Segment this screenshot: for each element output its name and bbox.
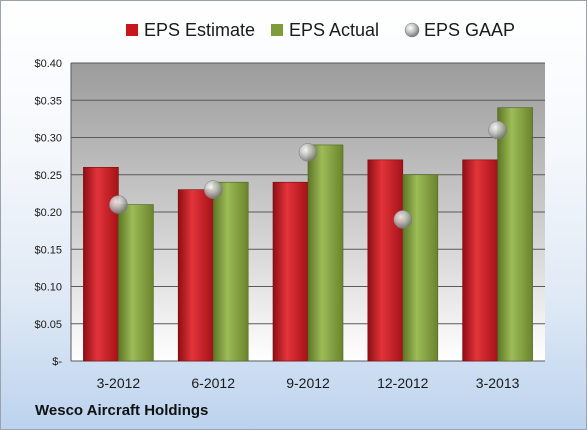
legend-swatch — [271, 24, 283, 36]
x-axis: 3-2012 6-2012 9-2012 12-2012 3-2013 — [97, 375, 520, 391]
marker-eps-gaap — [488, 120, 507, 140]
bar-eps-estimate — [462, 159, 498, 362]
x-tick-label: 3-2013 — [476, 375, 520, 391]
x-tick-label: 3-2012 — [97, 375, 141, 391]
x-tick-label: 6-2012 — [191, 375, 235, 391]
bar-eps-estimate — [367, 159, 404, 362]
bar-eps-actual — [212, 181, 249, 362]
gaap-markers — [109, 120, 507, 229]
y-tick-label: $- — [52, 356, 62, 368]
y-tick-label: $0.30 — [34, 133, 62, 145]
x-tick-label: 9-2012 — [286, 375, 330, 391]
bar-eps-actual — [118, 204, 154, 362]
marker-eps-gaap — [298, 143, 318, 162]
y-tick-label: $0.15 — [34, 244, 62, 256]
bars — [83, 107, 533, 362]
marker-eps-gaap — [393, 210, 413, 229]
y-tick-label: $0.05 — [34, 319, 62, 331]
marker-eps-gaap — [203, 180, 223, 199]
bar-eps-estimate — [177, 189, 214, 362]
y-tick-label: $0.25 — [34, 170, 62, 182]
bar-eps-actual — [307, 144, 344, 362]
marker-eps-gaap — [109, 195, 128, 214]
y-tick-label: $0.20 — [34, 207, 62, 219]
y-axis: $- $0.05 $0.10 $0.15 $0.20 $0.25 $0.30 $0.35 $0.… — [34, 58, 62, 368]
bar-eps-actual — [402, 174, 439, 362]
company-name: Wesco Aircraft Holdings — [35, 402, 209, 419]
legend-swatch — [404, 22, 420, 38]
x-tick-label: 12-2012 — [377, 375, 429, 391]
bar-eps-actual — [497, 107, 533, 362]
legend: EPS Estimate EPS Actual EPS GAAP — [126, 20, 515, 40]
y-tick-label: $0.35 — [34, 95, 62, 107]
bar-eps-estimate — [83, 167, 119, 362]
legend-swatch — [126, 24, 138, 36]
y-tick-label: $0.40 — [34, 58, 62, 70]
legend-label: EPS Actual — [289, 20, 379, 40]
y-tick-label: $0.10 — [34, 282, 62, 294]
legend-label: EPS GAAP — [424, 20, 515, 40]
bar-eps-estimate — [272, 181, 309, 362]
legend-label: EPS Estimate — [144, 20, 255, 40]
